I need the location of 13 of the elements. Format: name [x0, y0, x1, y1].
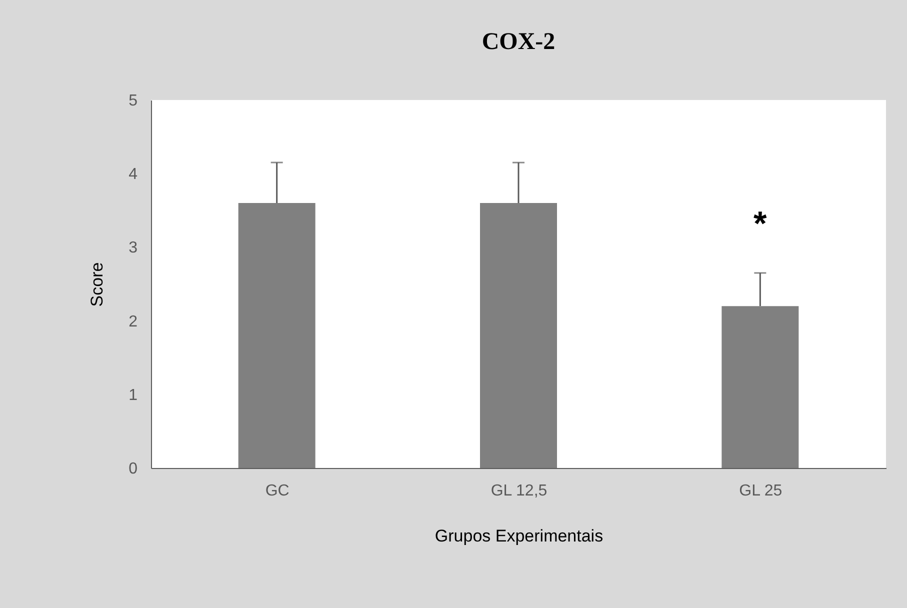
y-tick-label: 2 [128, 313, 138, 330]
x-tick-label: GL 25 [739, 482, 782, 500]
chart-title: COX-2 [482, 29, 556, 55]
y-tick-label: 3 [128, 240, 138, 257]
y-tick-label: 1 [128, 386, 138, 404]
annotation: * [754, 204, 768, 243]
x-tick-label: GC [265, 482, 290, 500]
y-axis-title: Score [88, 262, 107, 307]
y-tick-label: 4 [128, 166, 138, 184]
y-tick-label: 5 [128, 92, 138, 110]
x-axis-title: Grupos Experimentais [434, 526, 604, 546]
y-tick-label: 0 [128, 460, 138, 478]
x-tick-label: GL 12,5 [490, 482, 548, 500]
